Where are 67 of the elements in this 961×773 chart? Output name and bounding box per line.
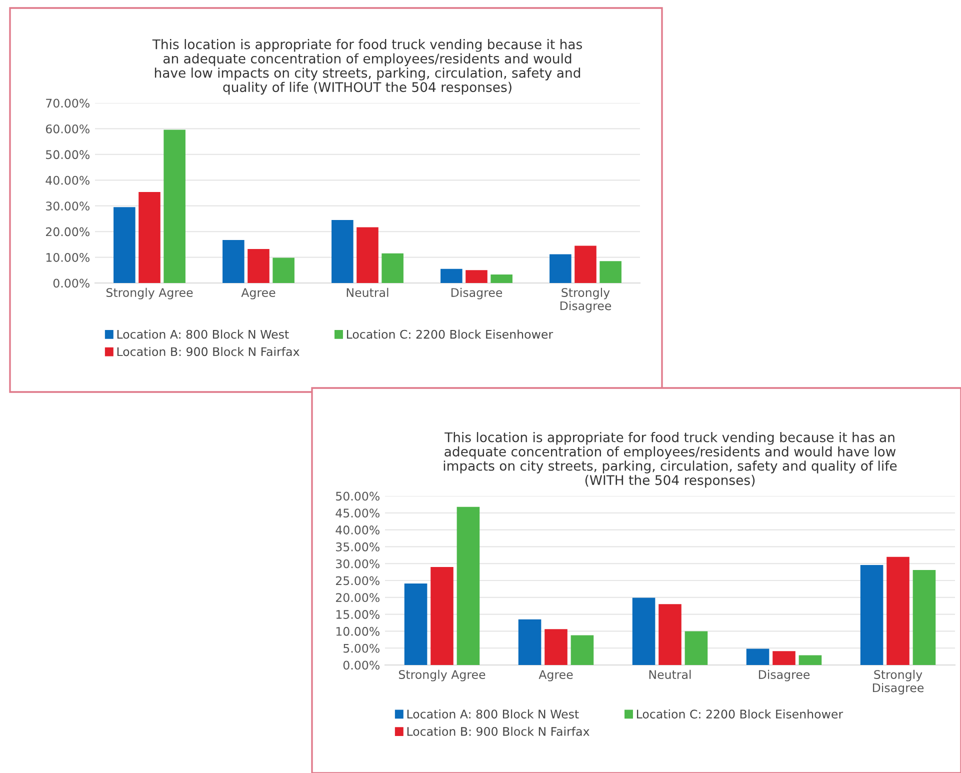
bar xyxy=(746,648,770,665)
bar xyxy=(600,261,622,283)
bar xyxy=(138,192,160,283)
x-tick-label: Neutral xyxy=(346,288,388,297)
legend-label: Location A: 800 Block N West xyxy=(117,330,289,339)
bar xyxy=(798,655,822,665)
bar xyxy=(404,584,428,665)
bar xyxy=(886,556,910,665)
chart-title: This location is appropriate for food truck vending because it has an adequate concentration of employees/residents and would have low impacts on city streets, parking, circulation, safety and quality of life (WITH the 504 responses) xyxy=(444,432,897,488)
y-tick-label: 70.00% xyxy=(46,98,90,108)
x-tick-label: Strongly Agree xyxy=(106,288,193,300)
y-tick-label: 40.00% xyxy=(336,526,380,534)
chart-title: This location is appropriate for food truck vending because it has an adequate concentration of employees/residents and would have low impacts on city streets, parking, circulation, safety and quality of life (WITHOUT the 504 responses) xyxy=(152,39,582,95)
x-tick-label: Strongly Disagree xyxy=(872,670,924,695)
bar xyxy=(164,130,186,283)
y-tick-label: 10.00% xyxy=(336,626,380,636)
bar xyxy=(356,227,378,283)
x-tick-label: Neutral xyxy=(649,670,691,679)
x-tick-label: Strongly Agree xyxy=(398,670,486,682)
y-tick-label: 50.00% xyxy=(336,492,380,501)
y-tick-label: 5.00% xyxy=(344,644,380,653)
bar xyxy=(684,631,708,665)
legend-label: Location A: 800 Block N West xyxy=(407,709,579,719)
bar xyxy=(544,629,568,665)
y-tick-label: 30.00% xyxy=(46,202,90,211)
legend-label: Location B: 900 Block N Fairfax xyxy=(407,726,590,736)
bar xyxy=(430,566,454,665)
x-tick-label: Agree xyxy=(538,670,573,682)
y-tick-label: 25.00% xyxy=(336,576,380,586)
x-tick-label: Disagree xyxy=(451,288,502,300)
bar xyxy=(490,274,512,283)
y-tick-label: 15.00% xyxy=(336,610,380,619)
y-tick-label: 45.00% xyxy=(336,508,380,518)
y-tick-label: 50.00% xyxy=(46,150,90,160)
y-tick-label: 40.00% xyxy=(46,176,90,185)
x-tick-label: Agree xyxy=(241,288,276,300)
bar xyxy=(860,564,884,665)
bar xyxy=(570,635,594,665)
y-tick-label: 20.00% xyxy=(46,227,90,236)
bar xyxy=(440,268,462,283)
bar xyxy=(574,246,596,283)
bar xyxy=(658,604,682,665)
y-tick-label: 30.00% xyxy=(336,559,380,568)
bar xyxy=(550,254,572,283)
legend-label: Location B: 900 Block N Fairfax xyxy=(117,346,300,356)
y-tick-label: 35.00% xyxy=(336,542,380,552)
bar xyxy=(456,506,480,665)
y-tick-label: 20.00% xyxy=(336,593,380,602)
bar xyxy=(518,619,542,665)
y-tick-label: 0.00% xyxy=(53,278,90,288)
bar xyxy=(332,220,354,283)
bar xyxy=(382,253,404,283)
y-tick-label: 0.00% xyxy=(343,660,380,670)
bar xyxy=(466,270,488,283)
x-tick-label: Strongly Disagree xyxy=(560,288,612,313)
legend-label: Location C: 2200 Block Eisenhower xyxy=(346,330,554,339)
y-tick-label: 60.00% xyxy=(46,124,90,134)
y-tick-label: 10.00% xyxy=(46,253,90,262)
bar xyxy=(632,598,656,665)
bar xyxy=(222,240,244,283)
bar xyxy=(772,651,796,665)
x-tick-label: Disagree xyxy=(758,670,810,682)
bar xyxy=(248,249,270,283)
legend-label: Location C: 2200 Block Eisenhower xyxy=(636,709,844,719)
bar xyxy=(114,207,136,283)
bar xyxy=(912,570,936,665)
bar xyxy=(272,258,294,283)
